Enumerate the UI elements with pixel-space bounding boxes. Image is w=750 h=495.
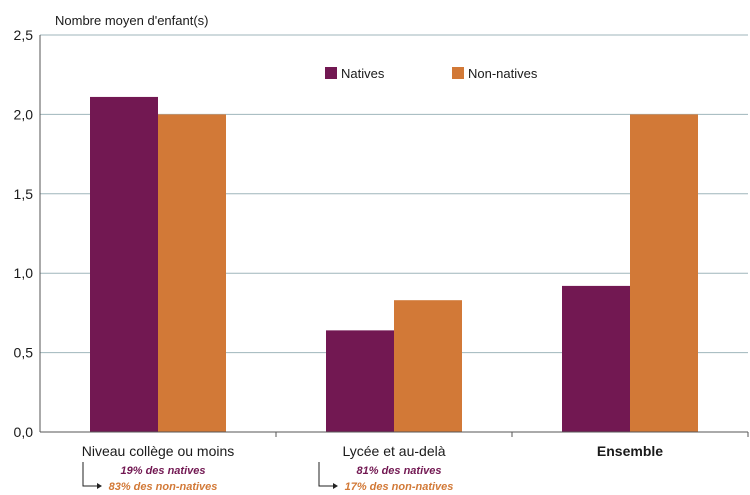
x-category-label: Niveau collège ou moins — [82, 443, 235, 459]
x-category-label: Lycée et au-delà — [343, 443, 446, 459]
legend-swatch-non-natives — [452, 67, 464, 79]
legend-label-natives: Natives — [341, 66, 385, 81]
legend: Natives Non-natives — [325, 66, 538, 81]
legend-swatch-natives — [325, 67, 337, 79]
y-tick-label: 1,0 — [14, 265, 34, 281]
label-layer: 0,0 0,5 1,0 1,5 2,0 2,5 Niveau collège ou moin… — [14, 27, 664, 493]
axis-layer — [39, 35, 749, 437]
bar-natives — [326, 330, 394, 432]
bar-non-natives — [394, 300, 462, 432]
annotation-arrow-line — [82, 462, 97, 487]
y-axis-label: Nombre moyen d'enfant(s) — [55, 13, 209, 28]
annotation-arrow-head — [333, 483, 338, 489]
bar-layer — [90, 96, 698, 433]
y-tick-label: 1,5 — [14, 186, 34, 202]
legend-label-non-natives: Non-natives — [468, 66, 538, 81]
annotation-natives-share: 81% des natives — [357, 465, 442, 477]
annotation-natives-share: 19% des natives — [121, 465, 206, 477]
y-tick-label: 0,5 — [14, 345, 34, 361]
bar-non-natives — [158, 114, 226, 433]
bar-natives — [562, 285, 630, 432]
annotation-arrow-head — [97, 483, 102, 489]
bar-non-natives — [630, 114, 698, 433]
bar-natives — [90, 96, 158, 432]
y-tick-label: 0,0 — [14, 424, 34, 440]
x-category-label: Ensemble — [597, 443, 663, 459]
y-tick-label: 2,0 — [14, 106, 34, 122]
annotation-non-natives-share: 17% des non-natives — [345, 481, 454, 493]
y-tick-label: 2,5 — [14, 27, 34, 43]
annotation-arrow-line — [318, 462, 333, 487]
annotation-non-natives-share: 83% des non-natives — [109, 481, 218, 493]
